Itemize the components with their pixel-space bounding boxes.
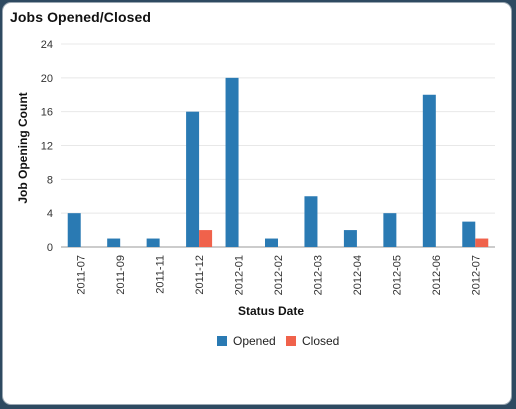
panel-title: Jobs Opened/Closed (10, 9, 152, 25)
legend-swatch-opened (217, 336, 227, 346)
x-tick-label: 2012-07 (470, 255, 482, 295)
x-tick-label: 2012-04 (352, 255, 364, 295)
x-tick-label: 2012-05 (391, 255, 403, 295)
x-tick-label: 2012-06 (431, 255, 443, 295)
y-tick-layer: 0 4 8 12 16 20 24 (41, 39, 53, 254)
x-tick-label: 2012-01 (234, 255, 246, 295)
x-tick-layer: 2011-07 2011-09 2011-11 2011-12 2012-01 2012-… (76, 255, 483, 295)
x-tick-label: 2011-09 (115, 255, 127, 295)
chart-panel: Jobs Opened/Closed 0 4 8 12 16 20 24 2011-07 20… (2, 2, 512, 405)
legend-label-closed[interactable]: Closed (302, 334, 339, 348)
bar-closed-2012-07[interactable] (475, 238, 489, 247)
y-tick-label: 8 (47, 174, 53, 186)
x-tick-label: 2011-07 (76, 255, 88, 295)
x-axis-label: Status Date (238, 304, 304, 318)
y-axis-label: Job Opening Count (16, 92, 30, 203)
bar-opened-2011-11[interactable] (146, 238, 160, 247)
bar-opened-2011-09[interactable] (107, 238, 121, 247)
bar-opened-2012-05[interactable] (383, 213, 397, 247)
bar-opened-2012-03[interactable] (304, 196, 318, 247)
bar-opened-2012-04[interactable] (343, 230, 357, 247)
x-tick-label: 2011-11 (155, 255, 167, 294)
bar-opened-2011-12[interactable] (186, 111, 200, 248)
x-tick-label: 2012-03 (312, 255, 324, 295)
y-tick-label: 0 (47, 242, 53, 254)
y-tick-label: 20 (41, 73, 53, 85)
y-tick-label: 4 (47, 208, 53, 220)
x-tick-label: 2012-02 (273, 255, 285, 295)
y-tick-label: 16 (41, 107, 53, 119)
bar-layer (67, 77, 489, 248)
bar-closed-2011-12[interactable] (199, 230, 213, 247)
bar-opened-2012-01[interactable] (225, 77, 239, 247)
bar-opened-2012-02[interactable] (265, 238, 278, 247)
y-tick-label: 24 (41, 39, 53, 51)
legend: Opened Closed (217, 334, 339, 348)
bar-chart: 0 4 8 12 16 20 24 2011-07 2011-09 2011-11 2011-12… (16, 39, 495, 348)
bar-opened-2011-07[interactable] (67, 213, 81, 247)
bar-opened-2012-07[interactable] (462, 221, 476, 247)
legend-label-opened[interactable]: Opened (233, 334, 276, 348)
bar-opened-2012-06[interactable] (422, 94, 436, 247)
x-tick-label: 2011-12 (194, 255, 206, 295)
y-tick-label: 12 (41, 141, 53, 153)
legend-swatch-closed (286, 336, 296, 346)
